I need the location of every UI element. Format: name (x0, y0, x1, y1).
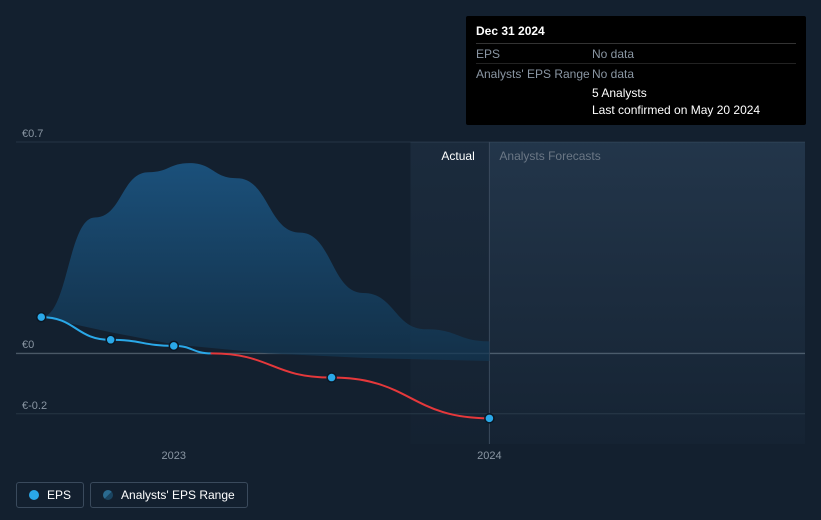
tooltip-value-range: No data (592, 67, 634, 81)
x-axis-tick: 2024 (477, 450, 501, 462)
tooltip-label-eps: EPS (476, 47, 592, 61)
zone-label-actual: Actual (441, 149, 474, 163)
legend-toggle-eps[interactable]: EPS (16, 482, 84, 508)
legend-label: EPS (47, 488, 71, 502)
tooltip-row: Analysts' EPS Range No data (476, 64, 796, 83)
tooltip-last-confirmed: Last confirmed on May 20 2024 (592, 100, 796, 117)
legend-label: Analysts' EPS Range (121, 488, 235, 502)
zone-label-forecast: Analysts Forecasts (499, 149, 600, 163)
legend-toggle-range[interactable]: Analysts' EPS Range (90, 482, 248, 508)
chart-tooltip: Dec 31 2024 EPS No data Analysts' EPS Ra… (466, 16, 806, 125)
tooltip-label-range: Analysts' EPS Range (476, 67, 592, 81)
x-axis-tick: 2023 (162, 450, 186, 462)
tooltip-row: EPS No data (476, 44, 796, 64)
y-axis-tick: €0 (22, 339, 34, 351)
y-axis-tick: €-0.2 (22, 400, 47, 412)
eps-chart: Dec 31 2024 EPS No data Analysts' EPS Ra… (0, 0, 821, 520)
tooltip-analyst-count: 5 Analysts (592, 83, 796, 100)
eps-swatch-icon (29, 490, 39, 500)
chart-legend: EPS Analysts' EPS Range (16, 482, 248, 508)
range-swatch-icon (103, 490, 113, 500)
y-axis-tick: €0.7 (22, 128, 43, 140)
tooltip-value-eps: No data (592, 47, 634, 61)
tooltip-date: Dec 31 2024 (476, 24, 796, 44)
